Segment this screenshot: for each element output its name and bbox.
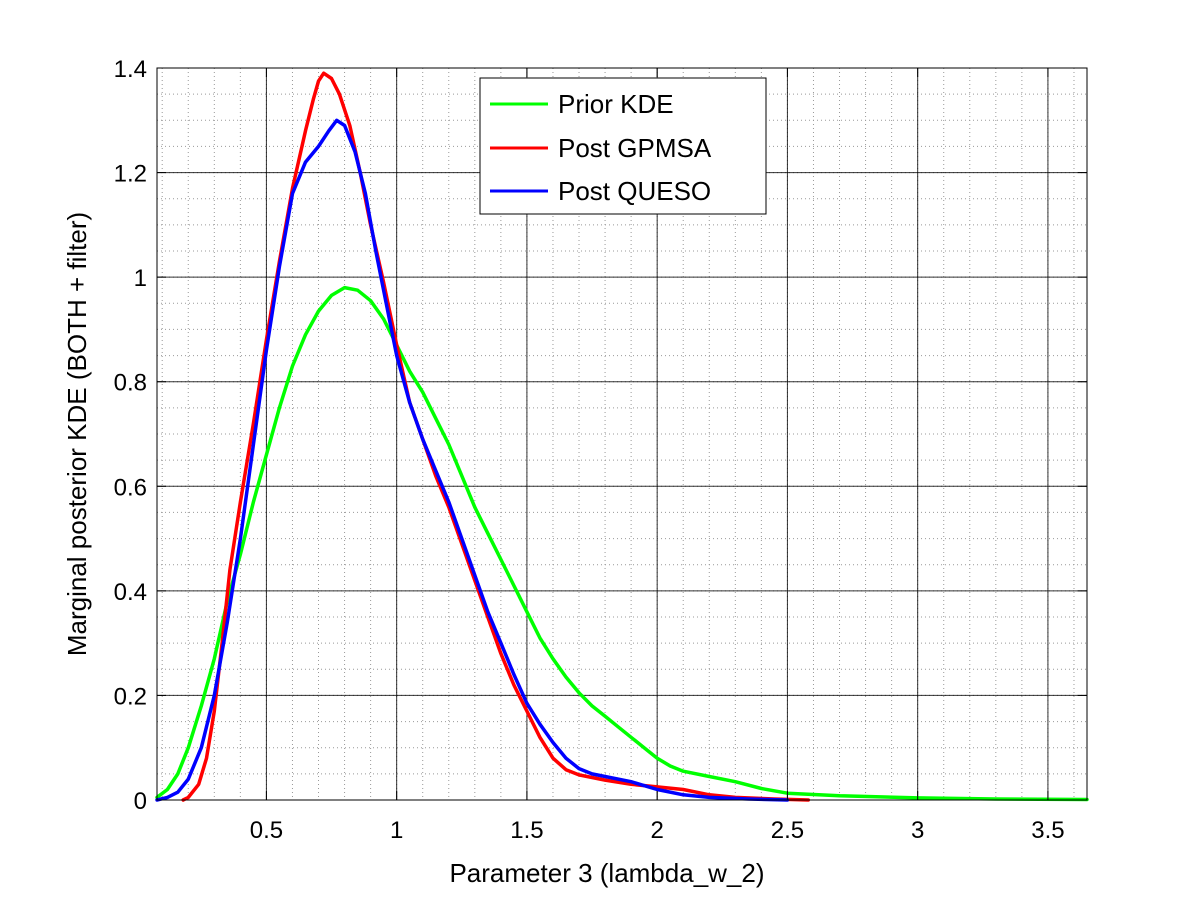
legend-label-post-queso: Post QUESO xyxy=(558,176,711,206)
y-axis-label: Marginal posterior KDE (BOTH + filter) xyxy=(62,212,92,656)
y-tick-label: 0 xyxy=(134,788,147,815)
x-axis-label: Parameter 3 (lambda_w_2) xyxy=(449,858,764,888)
series-line-post-queso xyxy=(155,118,790,802)
series-line-prior-kde xyxy=(155,285,1089,802)
x-tick-labels: 0.5 1 1.5 2 2.5 3 3.5 xyxy=(250,817,1065,844)
x-tick-label: 3.5 xyxy=(1031,817,1064,844)
y-tick-label: 0.2 xyxy=(114,683,147,710)
legend-label-post-gpmsa: Post GPMSA xyxy=(558,133,712,163)
x-tick-label: 2 xyxy=(650,817,663,844)
series-layer xyxy=(155,71,1089,802)
x-tick-label: 1 xyxy=(390,817,403,844)
legend-label-prior-kde: Prior KDE xyxy=(558,89,674,119)
y-tick-label: 0.6 xyxy=(114,474,147,501)
tick-marks xyxy=(157,67,1087,801)
y-tick-label: 0.8 xyxy=(114,370,147,397)
x-tick-label: 0.5 xyxy=(250,817,283,844)
y-tick-label: 0.4 xyxy=(114,579,147,606)
y-tick-label: 1.4 xyxy=(114,56,147,83)
plot-frame xyxy=(156,67,1088,801)
y-tick-label: 1.2 xyxy=(114,161,147,188)
x-tick-label: 3 xyxy=(911,817,924,844)
x-tick-label: 1.5 xyxy=(510,817,543,844)
series-line-post-gpmsa xyxy=(181,71,811,802)
legend: Prior KDE Post GPMSA Post QUESO xyxy=(479,77,767,215)
y-tick-labels: 0 0.2 0.4 0.6 0.8 1 1.2 1.4 xyxy=(114,56,147,815)
y-tick-label: 1 xyxy=(134,265,147,292)
x-tick-label: 2.5 xyxy=(771,817,804,844)
